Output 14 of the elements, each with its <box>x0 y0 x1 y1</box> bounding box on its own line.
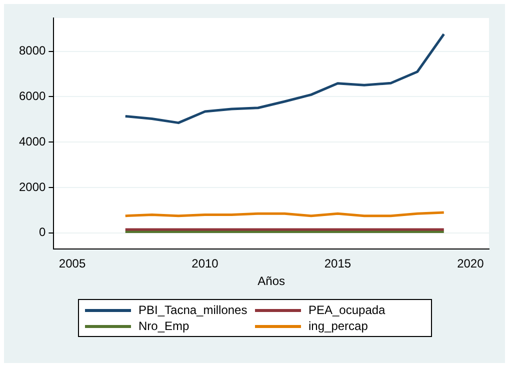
legend-label: Nro_Emp <box>138 319 190 333</box>
legend-label: PEA_ocupada <box>308 303 386 317</box>
y-tick-label: 0 <box>39 225 46 240</box>
y-tick-label: 4000 <box>18 134 46 148</box>
legend-label: ing_percap <box>308 319 368 333</box>
legend-label: PBI_Tacna_millones <box>138 303 248 317</box>
x-axis-title: Años <box>258 274 286 288</box>
x-tick-label: 2010 <box>192 256 219 271</box>
x-tick-label: 2015 <box>324 256 352 271</box>
x-tick-label: 2005 <box>58 256 86 271</box>
y-tick-label: 2000 <box>18 180 46 194</box>
y-tick-label: 8000 <box>18 44 46 58</box>
y-tick-label: 6000 <box>18 89 46 104</box>
x-tick-label: 2020 <box>457 256 484 271</box>
